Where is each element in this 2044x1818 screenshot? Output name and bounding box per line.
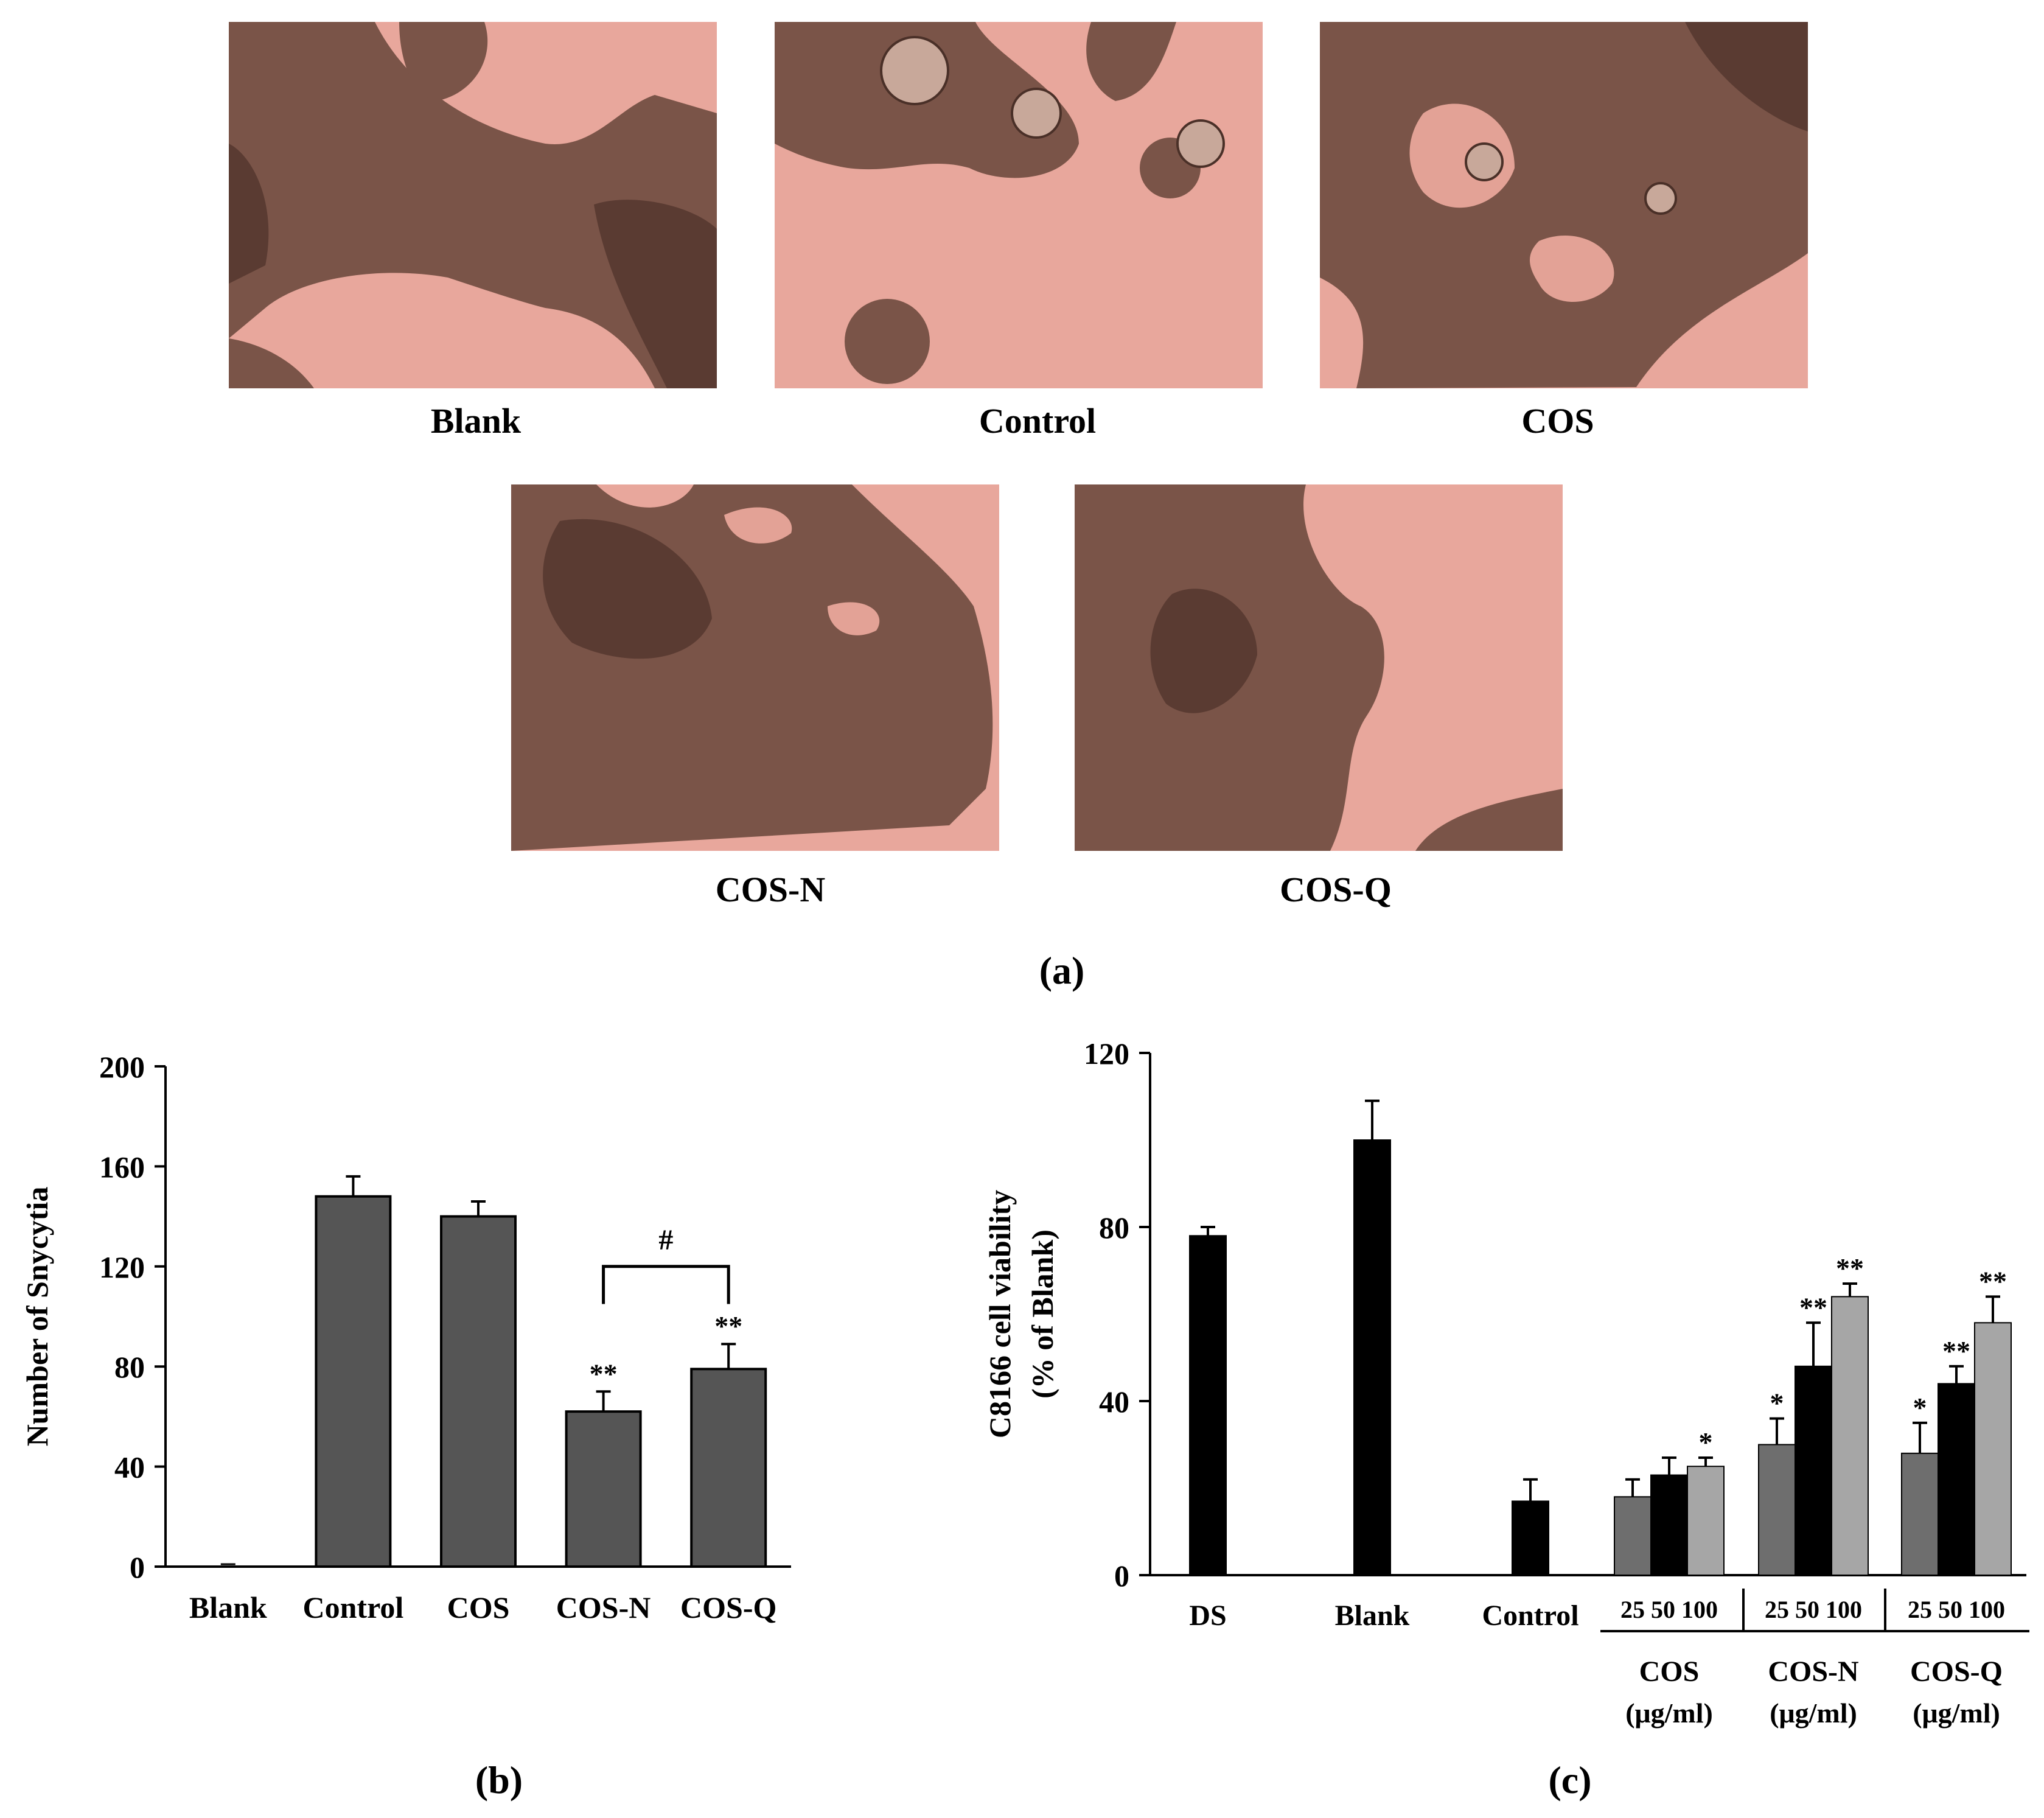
group-name: COS-N: [1768, 1655, 1859, 1688]
bar: [1758, 1444, 1796, 1576]
bar: [1831, 1296, 1869, 1576]
caption-control: Control: [978, 401, 1097, 441]
micrograph-cos-n: [511, 484, 999, 851]
caption-cos-n: COS-N: [715, 870, 826, 909]
group-unit: (μg/ml): [1625, 1697, 1713, 1729]
x-tick-label: COS: [447, 1590, 510, 1624]
bar: [1901, 1452, 1939, 1576]
bar: [1795, 1365, 1832, 1576]
bracket-label: #: [658, 1224, 673, 1256]
caption-cos-q: COS-Q: [1280, 870, 1392, 909]
bar: [690, 1368, 767, 1568]
micrograph-control: [775, 22, 1263, 388]
significance-mark: **: [590, 1358, 618, 1389]
y-tick-label: 120: [99, 1250, 145, 1284]
x-tick-label: DS: [1189, 1599, 1226, 1632]
bar: [440, 1215, 517, 1568]
bar: [1512, 1500, 1549, 1576]
x-tick-label: Blank: [189, 1590, 267, 1624]
y-tick-label: 0: [130, 1550, 145, 1584]
y-tick-label: 160: [99, 1150, 145, 1184]
y-tick-label: 80: [1099, 1211, 1129, 1245]
caption-cos: COS: [1521, 401, 1594, 441]
bar: [1650, 1474, 1688, 1576]
significance-mark: **: [714, 1310, 742, 1341]
y-tick-label: 40: [114, 1450, 145, 1484]
bar: [1687, 1466, 1725, 1576]
bar: [1614, 1496, 1652, 1576]
dose-labels: 25 50 100: [1620, 1596, 1718, 1623]
significance-bracket: [602, 1265, 730, 1304]
caption-blank: Blank: [430, 401, 521, 441]
bar: [1353, 1139, 1391, 1576]
significance-mark: *: [1770, 1388, 1784, 1419]
group-name: COS: [1639, 1655, 1700, 1688]
y-axis-label-line2: (% of Blank): [1025, 1229, 1059, 1399]
y-tick-label: 120: [1084, 1037, 1129, 1071]
micrograph-cos-q: [1075, 484, 1563, 851]
y-tick-label: 40: [1099, 1385, 1129, 1419]
x-tick-label: Control: [303, 1590, 404, 1624]
dose-labels: 25 50 100: [1908, 1596, 2005, 1623]
group-unit: (μg/ml): [1913, 1697, 2000, 1729]
group-unit: (μg/ml): [1770, 1697, 1857, 1729]
bar: [1189, 1235, 1227, 1576]
significance-mark: **: [1836, 1253, 1864, 1284]
y-tick-label: 200: [99, 1050, 145, 1084]
x-tick-label: COS-N: [556, 1590, 651, 1624]
y-axis-label-line1: C8166 cell viability: [983, 1190, 1017, 1438]
bar: [315, 1195, 392, 1568]
significance-mark: *: [1699, 1427, 1713, 1458]
x-tick-label: Control: [1482, 1599, 1578, 1632]
significance-mark: **: [1942, 1335, 1970, 1366]
micrograph-cos: [1320, 22, 1808, 388]
y-tick-label: 80: [114, 1350, 145, 1384]
dose-labels: 25 50 100: [1765, 1596, 1862, 1623]
significance-mark: *: [1913, 1392, 1927, 1423]
panel-label-a: (a): [1039, 949, 1085, 992]
x-tick-label: COS-Q: [680, 1590, 776, 1624]
group-name: COS-Q: [1910, 1655, 2003, 1688]
x-tick-label: Blank: [1335, 1599, 1410, 1632]
panel-label-c: (c): [1548, 1758, 1592, 1802]
panel-label-b: (b): [475, 1758, 523, 1802]
significance-mark: **: [1799, 1292, 1827, 1323]
y-tick-label: 0: [1114, 1559, 1129, 1593]
micrograph-blank: [229, 22, 717, 388]
y-axis-label: Number of Snycytia: [20, 1187, 54, 1447]
bar: [1938, 1383, 1975, 1576]
bar: [1974, 1322, 2012, 1576]
significance-mark: **: [1979, 1265, 2007, 1296]
